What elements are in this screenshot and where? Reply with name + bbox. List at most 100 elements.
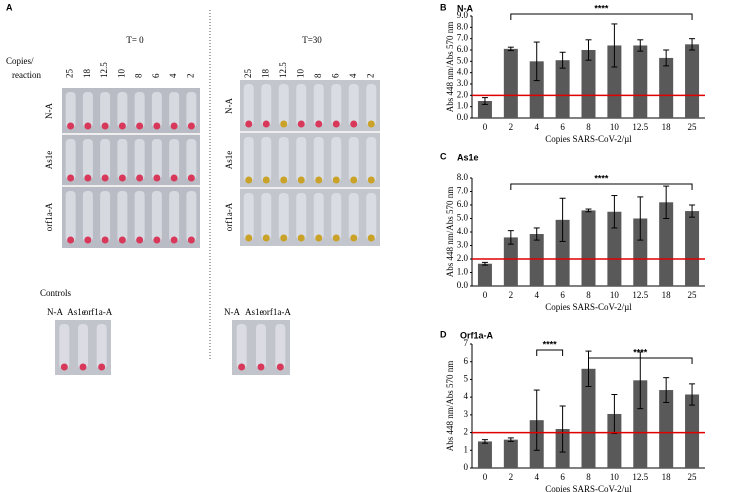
tube-liquid xyxy=(297,176,305,184)
error-bar xyxy=(663,185,670,219)
copies-value: 18 xyxy=(260,69,270,79)
bar xyxy=(633,218,648,286)
tube-liquid xyxy=(187,122,195,130)
tube-liquid xyxy=(118,122,126,130)
tube-liquid xyxy=(350,234,358,242)
tube xyxy=(151,92,162,128)
y-tick-label: 2.0 xyxy=(457,89,469,99)
chart-title: As1e xyxy=(457,152,479,162)
tube xyxy=(65,191,76,242)
tube-liquid xyxy=(315,120,323,128)
copies-label: Copies/ xyxy=(6,56,34,66)
tube-liquid xyxy=(332,176,340,184)
panel-label: C xyxy=(440,151,447,161)
tube xyxy=(100,92,111,128)
significance-bracket xyxy=(510,183,693,190)
tube xyxy=(275,324,286,369)
x-tick-label: 2 xyxy=(509,472,514,482)
significance-label: **** xyxy=(594,3,609,13)
copies-value: 4 xyxy=(348,73,358,78)
tube-liquid xyxy=(245,176,253,184)
tube-liquid xyxy=(367,176,375,184)
tube xyxy=(82,92,93,128)
error-bar xyxy=(689,204,696,218)
tube-liquid xyxy=(60,363,68,371)
tube xyxy=(348,137,359,182)
tube-liquid xyxy=(257,363,265,371)
x-tick-label: 4 xyxy=(534,472,539,482)
tube xyxy=(169,92,180,128)
y-tick-label: 0 xyxy=(464,462,469,472)
tube xyxy=(243,84,254,126)
x-tick-label: 12.5 xyxy=(632,290,648,300)
bar xyxy=(581,50,596,118)
tube xyxy=(78,324,88,369)
y-tick-label: 3 xyxy=(464,409,469,419)
bar xyxy=(685,394,700,468)
bar xyxy=(529,61,544,118)
tube-liquid xyxy=(332,234,340,242)
bar xyxy=(607,45,622,118)
x-tick-label: 8 xyxy=(586,290,591,300)
tube xyxy=(82,139,93,180)
error-bar xyxy=(689,38,696,51)
tube-liquid xyxy=(350,120,358,128)
tube xyxy=(313,137,324,182)
error-bar xyxy=(663,49,670,67)
tube-liquid xyxy=(280,234,288,242)
y-tick-label: 6 xyxy=(464,356,469,366)
y-tick-label: 2.0 xyxy=(457,253,469,263)
y-tick-label: 4 xyxy=(464,391,469,401)
error-bar xyxy=(585,39,592,61)
chart-title: N-A xyxy=(457,3,473,13)
significance-bracket xyxy=(510,13,693,20)
tube-liquid xyxy=(170,122,178,130)
y-tick-label: 3.0 xyxy=(457,78,469,88)
tube xyxy=(236,324,247,369)
tube xyxy=(243,193,254,240)
tube-liquid xyxy=(67,122,75,130)
chart-title: Orf1a-A xyxy=(460,330,494,340)
tube xyxy=(96,324,107,369)
error-bar xyxy=(611,393,618,434)
tube-liquid xyxy=(170,236,178,244)
tube-liquid xyxy=(262,120,270,128)
y-tick-label: 5 xyxy=(464,373,469,383)
bar xyxy=(607,413,622,468)
x-tick-label: 25 xyxy=(688,122,698,132)
y-tick-label: 0.0 xyxy=(457,280,469,290)
tube-liquid xyxy=(245,120,253,128)
x-tick-label: 0 xyxy=(483,122,488,132)
control-label: As1e xyxy=(67,307,86,317)
copies-value: 6 xyxy=(330,73,340,78)
tube-liquid xyxy=(245,234,253,242)
y-tick-label: 0.0 xyxy=(457,112,469,122)
x-tick-label: 0 xyxy=(483,472,488,482)
error-bar xyxy=(481,439,488,444)
x-axis-label: Copies SARS-CoV-2/µl xyxy=(545,134,632,144)
photo xyxy=(240,80,380,246)
copies-value: 2 xyxy=(185,74,195,79)
tube-liquid xyxy=(101,122,109,130)
tube xyxy=(100,139,111,180)
tube xyxy=(313,84,324,126)
tube-liquid xyxy=(332,120,340,128)
tube xyxy=(278,193,289,240)
tube-liquid xyxy=(262,176,270,184)
error-bar xyxy=(533,41,540,82)
tube xyxy=(100,191,111,242)
tube xyxy=(186,92,197,128)
y-tick-label: 1.0 xyxy=(457,101,469,111)
copies-value: 25 xyxy=(243,69,253,79)
bar xyxy=(659,57,674,118)
error-bar xyxy=(611,23,618,68)
error-bar xyxy=(559,197,566,242)
copies-value: 10 xyxy=(116,69,126,79)
x-tick-label: 18 xyxy=(662,472,672,482)
copies-value: 18 xyxy=(82,69,92,79)
row-label: As1e xyxy=(44,151,54,170)
bar xyxy=(633,380,648,468)
tube xyxy=(186,191,197,242)
x-tick-label: 25 xyxy=(688,472,698,482)
